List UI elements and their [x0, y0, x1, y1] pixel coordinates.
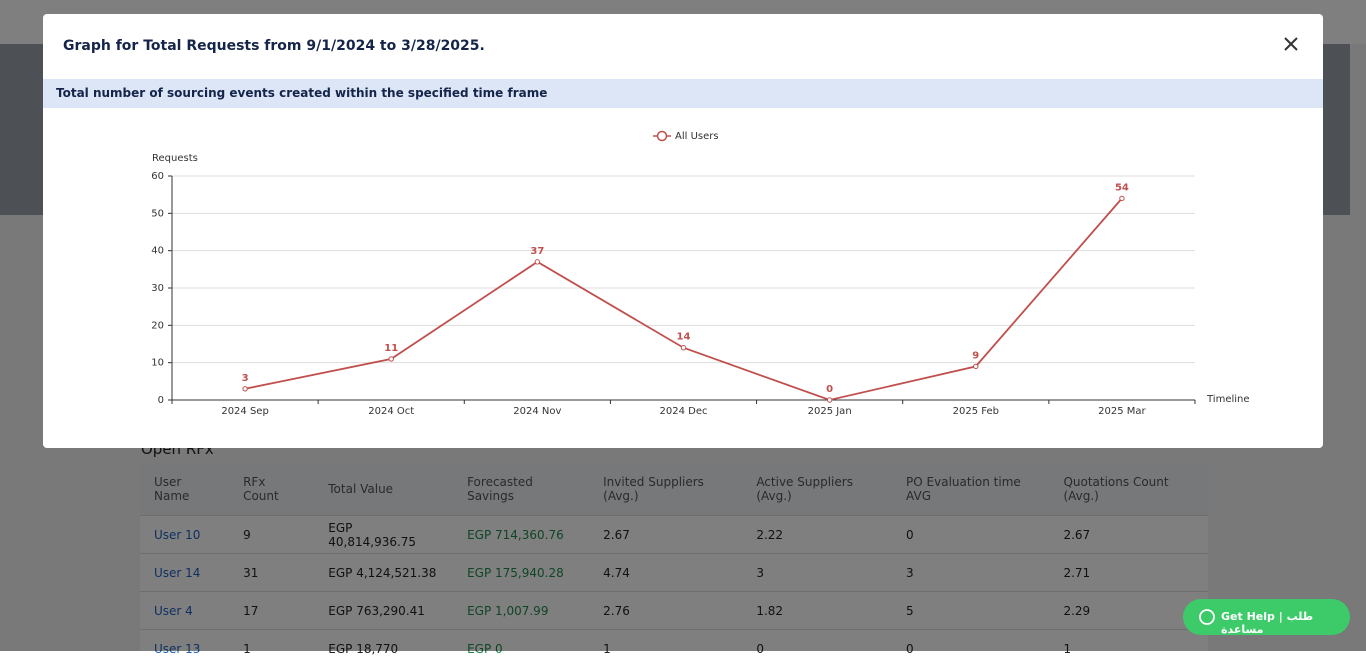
y-tick-label: 0	[158, 395, 164, 406]
x-tick-label: 2024 Oct	[368, 406, 414, 417]
point	[681, 346, 685, 350]
x-tick-label: 2025 Mar	[1098, 406, 1146, 417]
data-label: 0	[826, 384, 833, 395]
point	[535, 260, 539, 264]
x-tick-label: 2024 Sep	[221, 406, 268, 417]
subtitle-band: Total number of sourcing events created …	[43, 79, 1323, 108]
modal: Graph for Total Requests from 9/1/2024 t…	[43, 14, 1323, 448]
modal-subtitle: Total number of sourcing events created …	[56, 86, 547, 100]
point	[243, 387, 247, 391]
point	[827, 398, 831, 402]
y-tick-label: 50	[151, 208, 164, 219]
x-tick-label: 2025 Feb	[953, 406, 999, 417]
page: Open RFx User NameRFx CountTotal ValueFo…	[0, 0, 1366, 651]
x-tick-label: 2025 Jan	[808, 406, 852, 417]
data-label: 11	[384, 343, 398, 354]
data-label: 3	[242, 373, 249, 384]
point	[974, 364, 978, 368]
data-label: 14	[677, 332, 691, 343]
y-tick-label: 40	[151, 246, 164, 257]
data-label: 9	[972, 350, 979, 361]
data-label: 37	[530, 246, 544, 257]
y-tick-label: 30	[151, 283, 164, 294]
y-axis-title: Requests	[152, 153, 198, 164]
whatsapp-icon	[1198, 608, 1216, 626]
modal-title: Graph for Total Requests from 9/1/2024 t…	[63, 38, 485, 54]
x-tick-label: 2024 Dec	[660, 406, 708, 417]
close-button[interactable]	[1281, 34, 1301, 54]
legend-marker	[658, 132, 667, 141]
legend-label: All Users	[675, 131, 719, 142]
help-text: Get Help | طلب مساعدة	[1221, 610, 1350, 636]
y-tick-label: 60	[151, 171, 164, 182]
series-line	[245, 198, 1122, 400]
help-button[interactable]: Get Help | طلب مساعدة	[1183, 599, 1350, 635]
y-tick-label: 10	[151, 358, 164, 369]
point	[389, 357, 393, 361]
y-tick-label: 20	[151, 320, 164, 331]
data-label: 54	[1115, 182, 1129, 193]
x-axis-title: Timeline	[1206, 394, 1250, 405]
point	[1120, 196, 1124, 200]
x-tick-label: 2024 Nov	[513, 406, 561, 417]
